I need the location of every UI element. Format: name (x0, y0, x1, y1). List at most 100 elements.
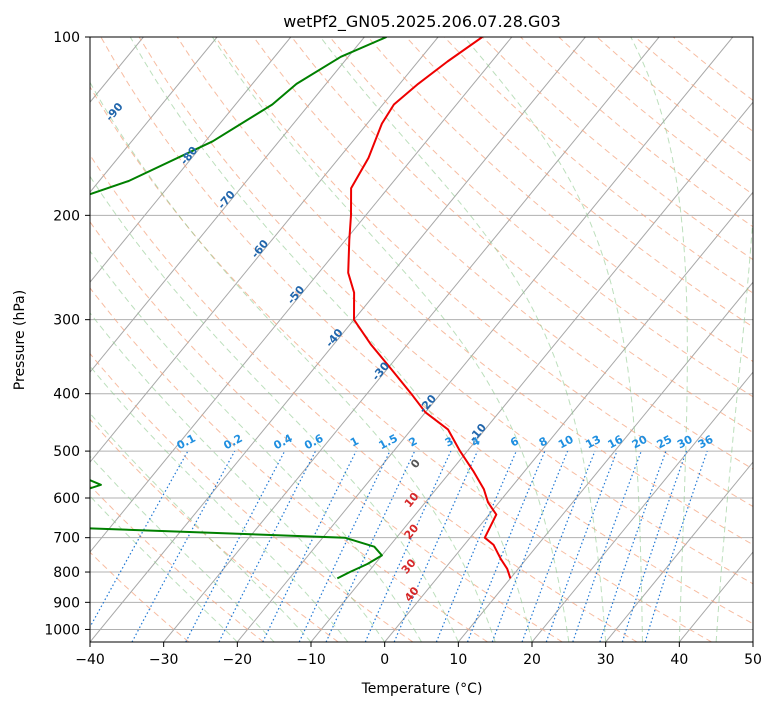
mixing-ratio-line (185, 450, 286, 642)
x-tick-label: 10 (449, 652, 467, 668)
dry-adiabat-line (367, 37, 753, 363)
dry-adiabat-line (90, 221, 563, 642)
dry-adiabat-label: -20 (416, 392, 439, 416)
dry-adiabat-line (672, 37, 753, 101)
dry-adiabat-line (90, 418, 339, 642)
dry-adiabat-label: -60 (249, 237, 272, 261)
mixing-ratio-line (466, 450, 546, 642)
moist-adiabat-line (90, 250, 422, 642)
plot-frame (89, 36, 754, 643)
x-tick-label: −40 (75, 652, 105, 668)
dry-adiabat-line (634, 37, 753, 132)
dry-adiabat-line (90, 154, 638, 642)
mixing-ratio-label: 0.1 (175, 432, 198, 453)
mixing-ratio-line (572, 450, 642, 642)
mixing-ratio-line (545, 450, 618, 642)
mixing-ratio-label: 6 (508, 434, 521, 449)
mixing-ratio-line (521, 450, 596, 642)
moist-adiabat-line (90, 175, 459, 642)
dry-adiabat-label: -30 (369, 359, 392, 383)
mixing-ratio-line (131, 450, 236, 642)
dry-adiabat-line (90, 287, 488, 642)
y-tick-label: 300 (53, 313, 80, 329)
dry-adiabat-line (90, 352, 414, 642)
mixing-ratio-label: 30 (675, 433, 695, 452)
mixing-ratio-label: 13 (583, 433, 603, 452)
dry-adiabat-line (214, 37, 753, 508)
x-tick-label: −30 (149, 652, 179, 668)
mixing-ratio-label: 8 (537, 434, 550, 449)
dewpoint-profile-line (90, 37, 387, 580)
isotherm-line (678, 551, 753, 642)
x-tick-label: 0 (380, 652, 389, 668)
dry-adiabat-label: -90 (103, 100, 126, 124)
dry-adiabat-label: -80 (178, 144, 201, 168)
mixing-ratio-line (644, 450, 708, 642)
mixing-ratio-label: 2 (407, 434, 420, 449)
y-tick-label: 500 (53, 444, 80, 460)
mixing-ratio-label: 1 (348, 434, 361, 449)
dry-adiabat-line (291, 37, 753, 434)
dry-adiabat-line (329, 37, 753, 398)
y-tick-label: 800 (53, 565, 80, 581)
y-axis-label: Pressure (hPa) (12, 290, 28, 390)
dry-adiabat-label: -40 (323, 326, 346, 350)
mixing-ratio-label: 3 (443, 434, 456, 449)
moist-adiabat-label: 40 (402, 584, 422, 604)
moist-adiabat-line (320, 37, 607, 642)
x-tick-label: 40 (670, 652, 688, 668)
moist-adiabat-line (90, 495, 238, 642)
x-tick-label: 50 (744, 652, 762, 668)
mixing-ratio-line (393, 450, 479, 642)
mixing-ratio-label: 10 (556, 433, 576, 452)
mixing-ratio-label: 0.6 (302, 432, 326, 453)
mixing-ratio-line (364, 450, 452, 642)
dry-adiabat-line (443, 37, 753, 294)
moist-adiabat-label: 20 (402, 521, 422, 541)
dry-adiabat-line (138, 37, 753, 585)
isotherm-line (752, 641, 753, 642)
mixing-ratio-label: 0.2 (221, 432, 244, 453)
mixing-ratio-label: 20 (630, 433, 650, 452)
mixing-ratio-label: 25 (655, 433, 675, 452)
mixing-ratio-label: 16 (606, 433, 626, 452)
x-tick-label: 30 (597, 652, 615, 668)
dry-adiabat-label: -10 (466, 421, 489, 445)
mixing-ratio-line (262, 450, 357, 642)
x-axis-label: Temperature (°C) (361, 681, 483, 697)
moist-adiabat-line (211, 37, 570, 642)
isotherm-line (310, 101, 753, 642)
dry-adiabat-line (90, 85, 712, 642)
y-tick-label: 100 (53, 30, 80, 46)
mixing-ratio-line (218, 450, 317, 642)
mixing-ratio-label: 0.4 (271, 432, 295, 453)
moist-adiabat-line (90, 81, 496, 642)
y-tick-label: 600 (53, 491, 80, 507)
moist-adiabat-line (129, 37, 533, 642)
isotherm-line (384, 191, 753, 642)
y-tick-label: 700 (53, 531, 80, 547)
dry-adiabat-label: -70 (215, 188, 238, 212)
isotherm-line (457, 281, 753, 642)
chart-title: wetPf2_GN05.2025.206.07.28.G03 (283, 12, 561, 32)
isotherm-line (90, 37, 292, 283)
dry-adiabat-line (176, 37, 753, 546)
isotherm-line (236, 37, 734, 642)
mixing-ratio-line (435, 450, 517, 642)
x-tick-label: 20 (523, 652, 541, 668)
y-tick-label: 400 (53, 387, 80, 403)
temperature-profile-line (347, 37, 512, 579)
y-tick-label: 1000 (44, 622, 80, 638)
moist-adiabat-line (715, 211, 753, 642)
moist-adiabat-label: 30 (399, 556, 419, 576)
isotherm-line (605, 461, 753, 642)
isotherm-line (90, 37, 513, 553)
dry-adiabat-line (253, 37, 753, 470)
x-tick-label: −20 (223, 652, 253, 668)
mixing-ratio-line (621, 450, 688, 642)
isotherm-line (0, 37, 70, 642)
moist-adiabat-line (463, 37, 643, 642)
mixing-ratio-label: 1.5 (377, 432, 400, 453)
moist-adiabat-label: 10 (402, 490, 422, 510)
